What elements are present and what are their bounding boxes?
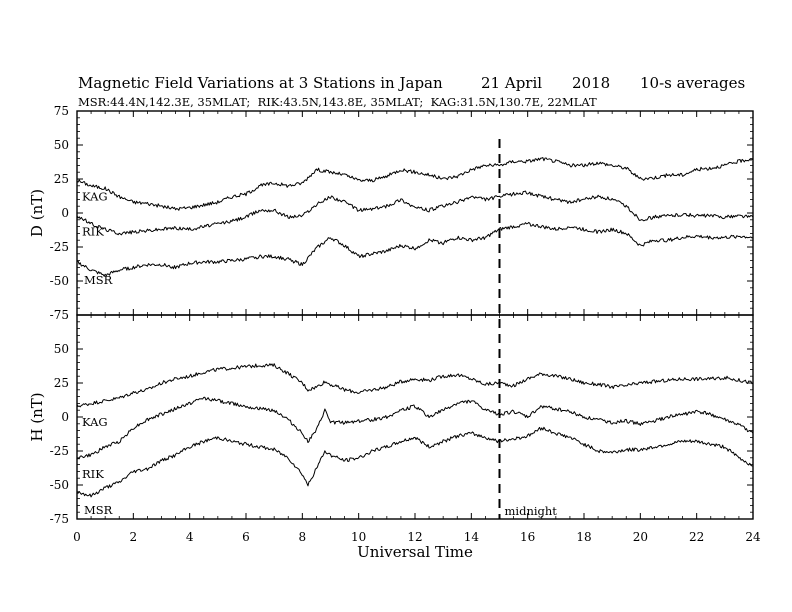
series-line-H-MSR [76, 426, 754, 498]
x-tick-label: 24 [745, 530, 761, 544]
y-tick-label: 75 [54, 104, 69, 118]
x-axis: 0 2 4 6 8 10 12 14 16 18 20 22 24 [73, 530, 761, 544]
x-tick-label: 12 [407, 530, 422, 544]
chart-averaging: 10-s averages [640, 74, 745, 92]
series-label-H-KAG: KAG [82, 415, 108, 429]
series-label-H-RIK: RIK [82, 467, 104, 481]
panel-D: 75 50 25 0 -25 -50 -75 D (nT) KAG RIK MSR [28, 104, 754, 322]
x-tick-label: 2 [130, 530, 138, 544]
series-line-H-KAG [76, 363, 754, 408]
y-tick-label: -25 [50, 444, 69, 458]
y-tick-label: -25 [50, 240, 69, 254]
y-tick-label: 25 [54, 376, 69, 390]
series-label-D-RIK: RIK [82, 225, 104, 239]
y-axis-label-D: D (nT) [28, 189, 46, 237]
chart-year: 2018 [572, 74, 610, 92]
series-label-D-MSR: MSR [84, 273, 113, 287]
x-tick-label: 10 [351, 530, 366, 544]
chart-date: 21 April [481, 74, 542, 92]
y-tick-label: 50 [54, 342, 69, 356]
y-tick-label: -75 [50, 308, 69, 322]
series-line-H-RIK [76, 396, 754, 460]
series-line-D-MSR [76, 221, 754, 277]
x-tick-label: 8 [299, 530, 307, 544]
x-tick-label: 22 [689, 530, 704, 544]
y-tick-label: -50 [50, 274, 69, 288]
series-line-D-KAG [76, 157, 754, 211]
y-tick-label: 25 [54, 172, 69, 186]
x-tick-label: 18 [576, 530, 591, 544]
x-tick-label: 14 [464, 530, 480, 544]
x-axis-label: Universal Time [357, 543, 473, 561]
series-label-D-KAG: KAG [82, 189, 108, 203]
y-tick-label: -75 [50, 512, 69, 526]
chart-title: Magnetic Field Variations at 3 Stations … [78, 74, 443, 92]
y-tick-label: 0 [61, 206, 69, 220]
series-line-D-RIK [76, 190, 754, 236]
panels: 75 50 25 0 -25 -50 -75 D (nT) KAG RIK MSR 50 25 0 -25 -… [28, 104, 754, 526]
y-tick-label: -50 [50, 478, 69, 492]
y-tick-label: 50 [54, 138, 69, 152]
series-label-H-MSR: MSR [84, 503, 113, 517]
x-tick-label: 20 [633, 530, 648, 544]
x-tick-label: 6 [242, 530, 250, 544]
x-tick-label: 16 [520, 530, 535, 544]
y-axis-label-H: H (nT) [28, 392, 46, 441]
x-tick-label: 4 [186, 530, 194, 544]
y-tick-label: 0 [61, 410, 69, 424]
x-tick-label: 0 [73, 530, 81, 544]
panel-H: 50 25 0 -25 -50 -75 H (nT) KAG RIK MSR [28, 314, 754, 526]
chart-subtitle: MSR:44.4N,142.3E, 35MLAT; RIK:43.5N,143.… [78, 95, 597, 109]
midnight-label: midnight [505, 504, 558, 518]
